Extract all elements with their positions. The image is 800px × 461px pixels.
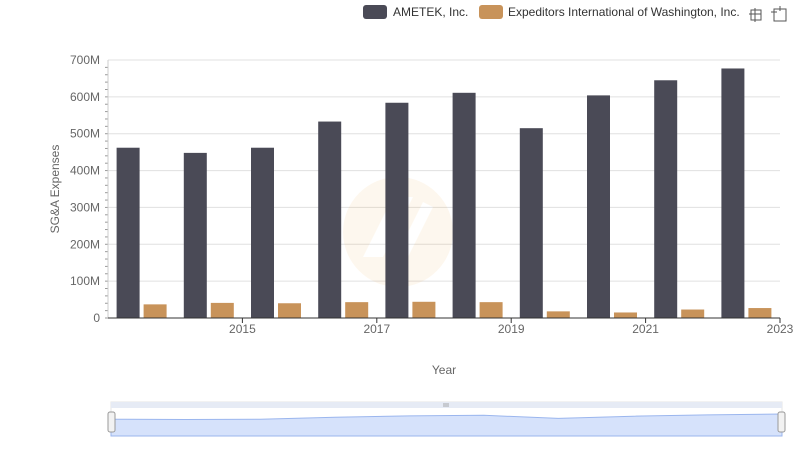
x-tick-label: 2023 <box>767 322 794 336</box>
bar-ametek-2015[interactable] <box>183 152 207 318</box>
y-tick-label: 500M <box>70 127 100 141</box>
bar-expeditors-2021[interactable] <box>614 312 637 318</box>
y-tick-label: 300M <box>70 200 100 214</box>
bar-expeditors-2015[interactable] <box>210 302 234 318</box>
x-tick-label: 2015 <box>229 322 256 336</box>
gridlines <box>108 59 780 319</box>
bar-ametek-2023[interactable] <box>721 68 745 318</box>
y-axis: 0 100M 200M 300M 400M 500M 600M 700M <box>70 53 109 325</box>
bar-expeditors-2022[interactable] <box>681 309 705 318</box>
legend-label-expeditors: Expeditors International of Washington, … <box>508 5 740 19</box>
bar-ametek-2018[interactable] <box>385 102 409 318</box>
bar-expeditors-2019[interactable] <box>479 302 503 318</box>
navigator-scrollbar[interactable] <box>111 402 782 408</box>
y-axis-title: SG&A Expenses <box>48 145 62 234</box>
y-tick-label: 100M <box>70 274 100 288</box>
legend: AMETEK, Inc. Expeditors International of… <box>363 5 740 19</box>
bar-expeditors-2020[interactable] <box>546 311 570 318</box>
reset-zoom-icon[interactable] <box>771 6 787 22</box>
y-tick-label: 700M <box>70 53 100 67</box>
legend-item-ametek[interactable]: AMETEK, Inc. <box>363 5 468 19</box>
bar-expeditors-2018[interactable] <box>412 301 436 318</box>
zoom-icon[interactable] <box>749 8 762 22</box>
y-tick-label: 0 <box>93 311 100 325</box>
bar-ametek-2020[interactable] <box>519 128 543 318</box>
bar-ametek-2017[interactable] <box>318 121 342 319</box>
bar-expeditors-2023[interactable] <box>748 308 772 318</box>
x-tick-label: 2019 <box>498 322 525 336</box>
bar-ametek-2022[interactable] <box>654 80 678 319</box>
bar-ametek-2021[interactable] <box>587 95 610 318</box>
bar-ametek-2016[interactable] <box>251 147 274 318</box>
bar-expeditors-2016[interactable] <box>278 303 301 318</box>
x-tick-label: 2017 <box>363 322 390 336</box>
navigator[interactable] <box>107 401 786 437</box>
y-tick-label: 200M <box>70 237 100 251</box>
y-tick-label: 600M <box>70 90 100 104</box>
navigator-handle-right[interactable] <box>777 411 786 433</box>
bar-expeditors-2014[interactable] <box>143 304 167 318</box>
legend-swatch-ametek <box>363 5 387 19</box>
legend-item-expeditors[interactable]: Expeditors International of Washington, … <box>479 5 740 19</box>
x-axis: 2015 2017 2019 2021 2023 <box>108 317 794 336</box>
bar-expeditors-2017[interactable] <box>345 302 369 318</box>
bars-group <box>116 68 772 319</box>
y-tick-label: 400M <box>70 164 100 178</box>
x-tick-label: 2021 <box>632 322 659 336</box>
x-axis-title: Year <box>432 363 456 377</box>
bar-ametek-2014[interactable] <box>116 147 140 318</box>
bar-ametek-2019[interactable] <box>452 92 476 318</box>
legend-label-ametek: AMETEK, Inc. <box>393 5 468 19</box>
legend-swatch-expeditors <box>479 5 503 19</box>
navigator-grip-icon <box>443 403 449 407</box>
navigator-handle-left[interactable] <box>107 411 116 433</box>
